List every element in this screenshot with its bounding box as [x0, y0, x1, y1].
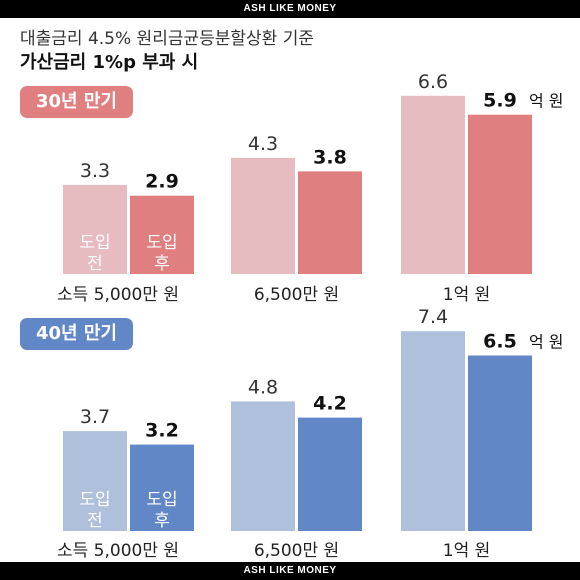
bar-0-0-0 — [63, 184, 127, 274]
category-label-1-0: 소득 5,000만 원 — [57, 541, 179, 561]
category-label-0-2: 1억 원 — [443, 285, 491, 305]
value-label-1-0-1: 3.2 — [145, 420, 179, 442]
top-banner: ASH LIKE MONEY — [0, 0, 580, 18]
legend-label-0-0-line2: 전 — [87, 254, 103, 274]
value-label-0-0-1: 2.9 — [145, 171, 179, 193]
legend-label-1-0-line2: 전 — [87, 511, 103, 531]
bar-1-1-0 — [231, 401, 295, 531]
value-label-0-2-1: 5.9 — [483, 90, 517, 112]
unit-label-1: 억 원 — [529, 333, 564, 352]
bottom-banner: ASH LIKE MONEY — [0, 562, 580, 580]
bar-0-0-1 — [130, 195, 194, 274]
category-label-1-1: 6,500만 원 — [254, 541, 339, 561]
legend-label-1-1-line2: 후 — [154, 511, 170, 531]
value-label-1-0-0: 3.7 — [80, 406, 110, 428]
bar-1-2-1 — [468, 355, 532, 531]
legend-label-0-0-line1: 도입 — [79, 233, 110, 253]
legend-label-0-1-line2: 후 — [154, 254, 170, 274]
legend-label-0-1-line1: 도입 — [146, 233, 177, 253]
value-label-1-2-1: 6.5 — [483, 331, 517, 353]
category-label-0-0: 소득 5,000만 원 — [57, 285, 179, 305]
bar-1-2-0 — [401, 331, 465, 531]
legend-label-1-1-line1: 도입 — [146, 490, 177, 510]
bar-0-1-0 — [231, 157, 295, 274]
value-label-1-1-0: 4.8 — [248, 376, 278, 398]
bar-1-0-1 — [130, 444, 194, 531]
category-label-0-1: 6,500만 원 — [254, 285, 339, 305]
unit-label-0: 억 원 — [529, 92, 564, 111]
header-line-1: 대출금리 4.5% 원리금균등분할상환 기준 — [20, 29, 314, 49]
section-30-year-label: 30년 만기 — [20, 86, 133, 118]
value-label-1-1-1: 4.2 — [313, 393, 347, 415]
legend-label-1-0-line1: 도입 — [79, 490, 110, 510]
bar-1-0-0 — [63, 431, 127, 531]
header-line-2: 가산금리 1%p 부과 시 — [20, 52, 199, 73]
value-label-0-1-1: 3.8 — [313, 146, 347, 168]
bar-0-2-0 — [401, 95, 465, 274]
value-label-0-0-0: 3.3 — [80, 160, 110, 182]
value-label-1-2-0: 7.4 — [418, 306, 448, 328]
value-label-0-1-0: 4.3 — [248, 133, 278, 155]
section-40-year-label: 40년 만기 — [20, 318, 133, 350]
bar-0-2-1 — [468, 114, 532, 274]
category-label-1-2: 1억 원 — [443, 541, 491, 561]
bar-0-1-1 — [298, 171, 362, 274]
value-label-0-2-0: 6.6 — [418, 71, 448, 93]
bar-1-1-1 — [298, 417, 362, 531]
